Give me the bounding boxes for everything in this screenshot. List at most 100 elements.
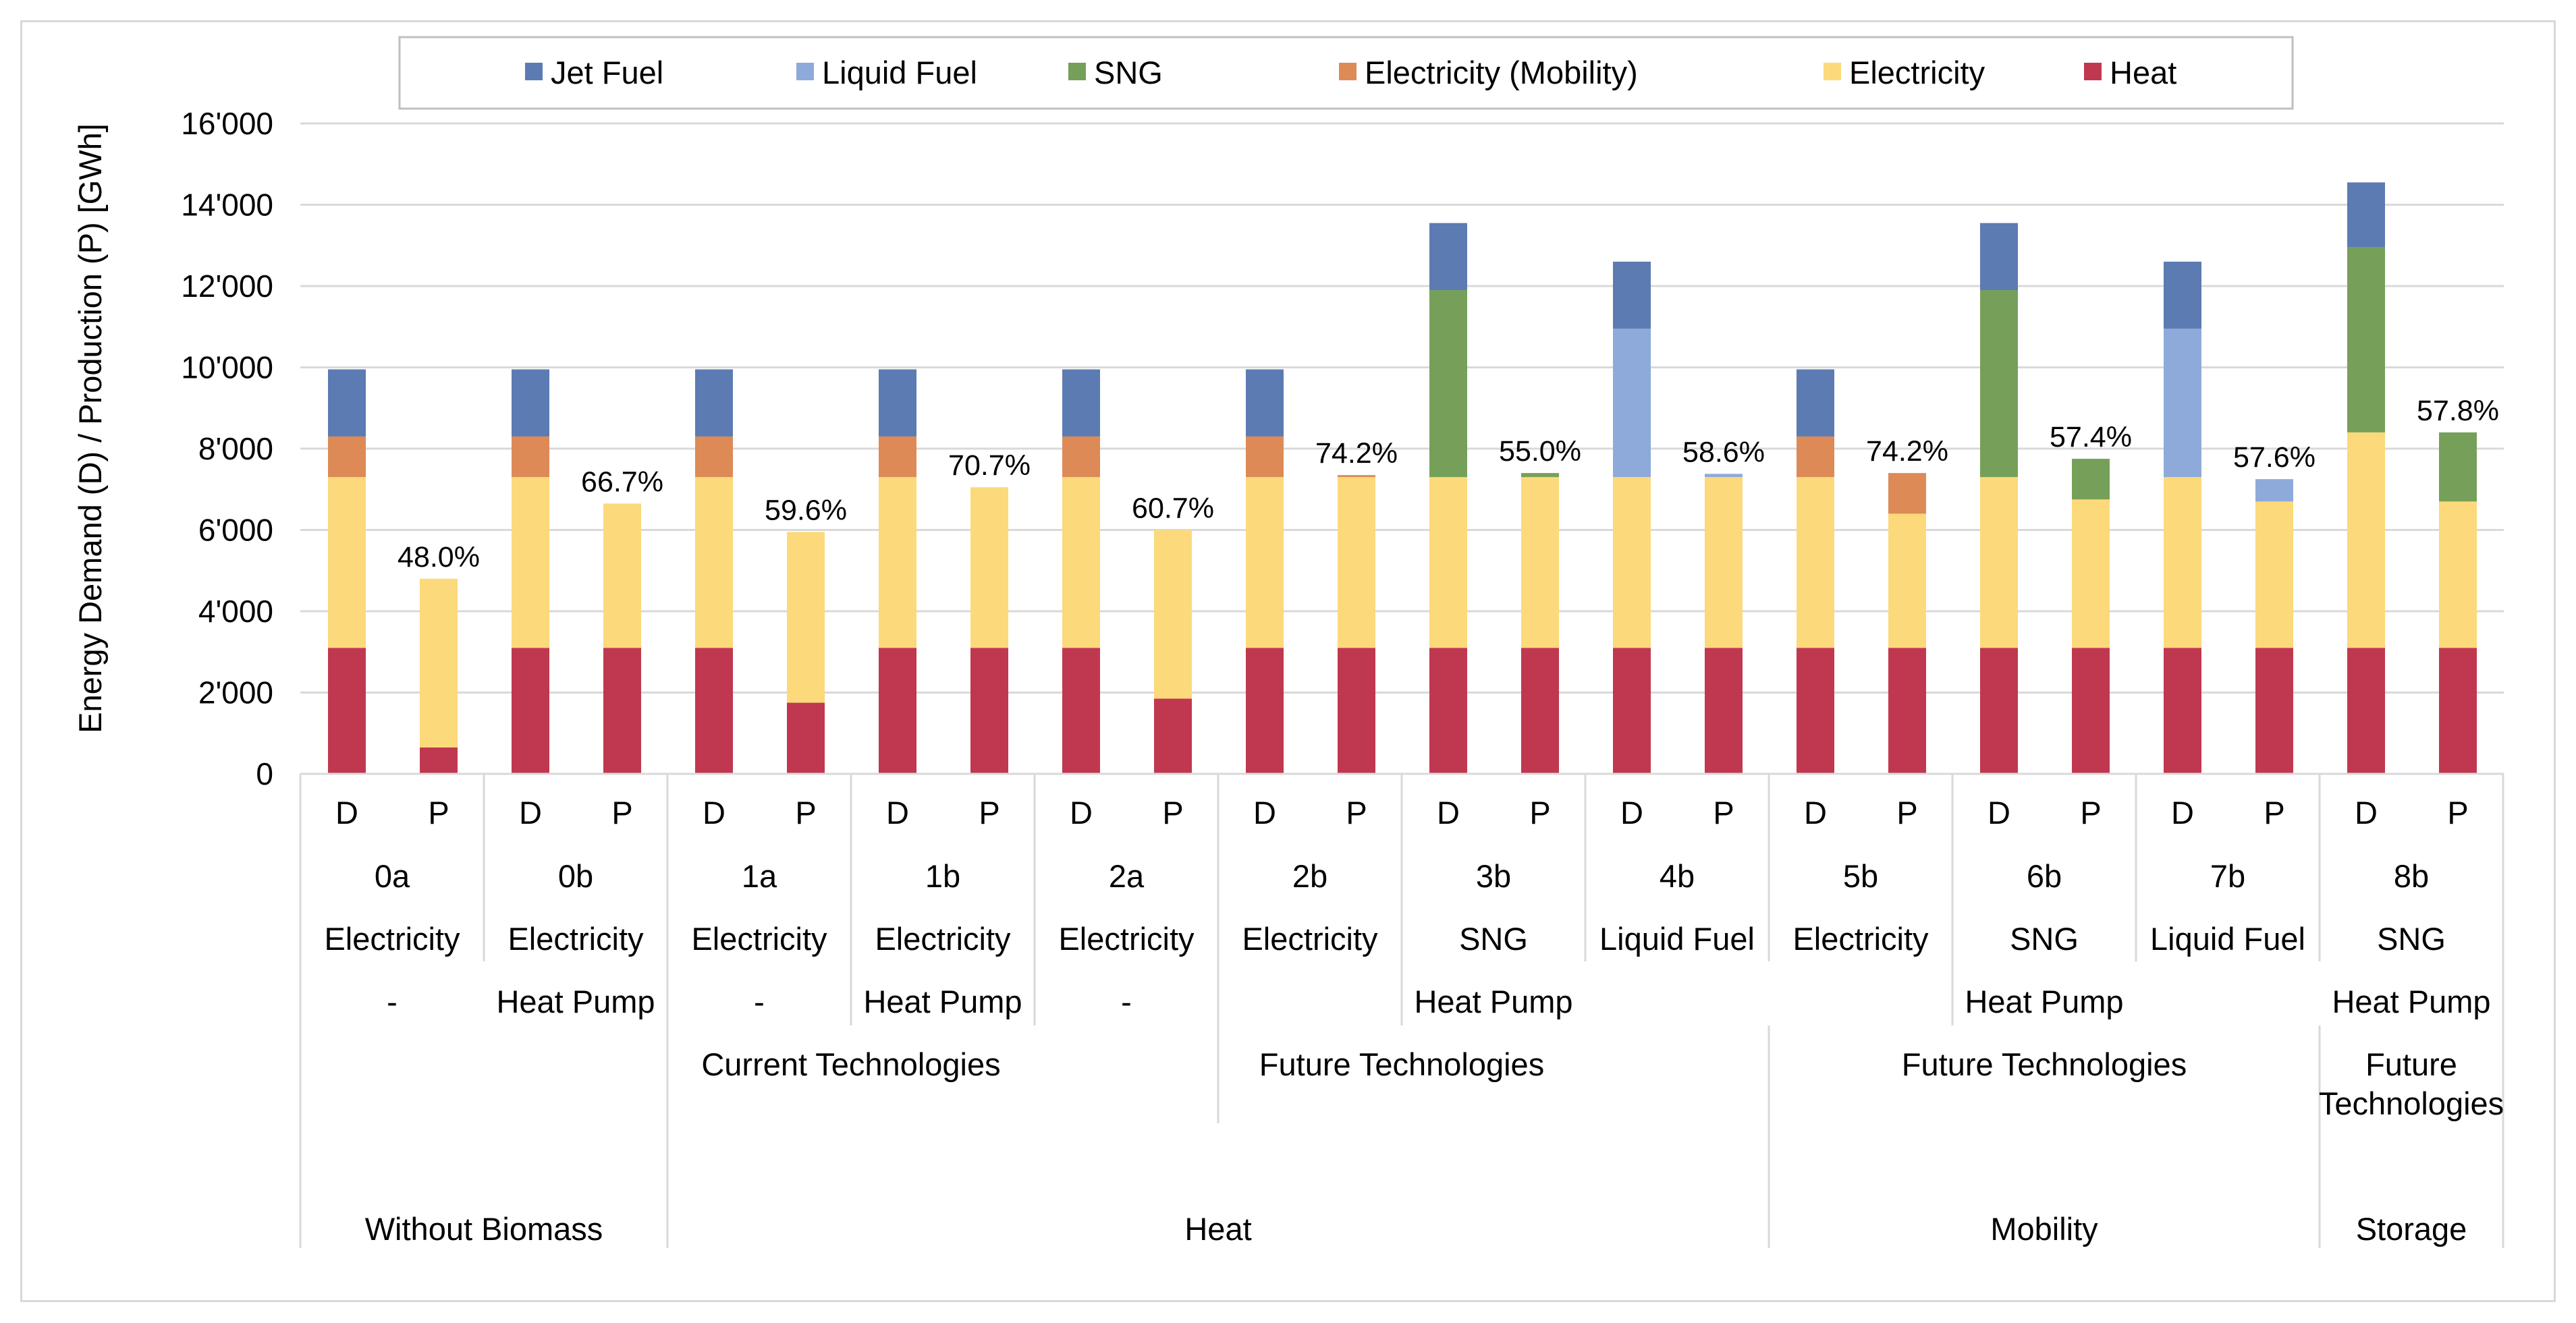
bar-5b-P-electricity [1888, 513, 1926, 648]
bar-2b-P-heat [1338, 648, 1375, 774]
y-tick-label: 6'000 [198, 513, 273, 548]
y-tick-label: 2'000 [198, 675, 273, 710]
bar-2b-P-electricity [1338, 477, 1375, 648]
legend-swatch [2084, 63, 2102, 80]
fuel-label: Liquid Fuel [1599, 921, 1755, 957]
percent-label: 70.7% [948, 449, 1031, 482]
bar-2b-D-jet-fuel [1246, 369, 1284, 437]
bar-0a-D-jet-fuel [328, 369, 366, 437]
scenario-id-label: 1b [925, 858, 960, 894]
scenario-id-label: 3b [1476, 858, 1511, 894]
bar-1a-D-electricity [695, 477, 733, 648]
scenario-id-label: 5b [1843, 858, 1878, 894]
bar-7b-D-jet-fuel [2164, 261, 2201, 329]
bar-2a-D-electricity [1062, 477, 1100, 648]
fuel-label: Electricity [508, 921, 644, 957]
y-tick-label: 8'000 [198, 431, 273, 466]
bar-3b-P-sng [1521, 473, 1559, 478]
bar-2b-D-electricity [1246, 477, 1284, 648]
category-label: Heat [1184, 1211, 1251, 1247]
bar-1a-P-heat [787, 702, 825, 774]
bar-1a-D-electricity-mobility- [695, 436, 733, 478]
bar-0b-D-jet-fuel [512, 369, 549, 437]
scenario-id-label: 2b [1292, 858, 1327, 894]
y-tick-label: 4'000 [198, 594, 273, 629]
bar-4b-P-heat [1705, 648, 1743, 774]
bar-kind-label: P [1346, 795, 1367, 831]
bar-7b-P-electricity [2255, 501, 2293, 648]
bar-0b-P-electricity [603, 503, 641, 648]
scenario-id-label: 6b [2027, 858, 2062, 894]
percent-label: 74.2% [1866, 435, 1948, 468]
bar-kind-label: P [1529, 795, 1550, 831]
bar-1b-D-electricity-mobility- [879, 436, 916, 478]
bar-3b-D-heat [1429, 648, 1467, 774]
bar-0b-D-electricity-mobility- [512, 436, 549, 478]
bar-kind-label: P [428, 795, 449, 831]
y-tick-label: 10'000 [181, 350, 273, 385]
bar-kind-label: P [2264, 795, 2284, 831]
bar-8b-P-heat [2439, 648, 2477, 774]
bar-2b-D-electricity-mobility- [1246, 436, 1284, 478]
bar-kind-label: D [703, 795, 725, 831]
percent-label: 59.6% [765, 495, 847, 527]
bar-5b-D-jet-fuel [1797, 369, 1834, 437]
bar-8b-D-sng [2347, 247, 2385, 432]
bar-kind-label: D [1988, 795, 2010, 831]
technology-label: Future [2365, 1046, 2457, 1082]
bar-4b-P-liquid-fuel [1705, 474, 1743, 478]
legend: Jet Fuel Liquid Fuel SNG Electricity (Mobil… [398, 36, 2294, 110]
bar-0b-D-heat [512, 648, 549, 774]
bar-1b-D-heat [879, 648, 916, 774]
bar-kind-label: P [979, 795, 999, 831]
bar-kind-label: D [1620, 795, 1643, 831]
category-label: Mobility [1990, 1211, 2098, 1247]
y-tick-label: 14'000 [181, 188, 273, 223]
bar-0a-P-electricity [420, 578, 458, 748]
bar-kind-label: P [1713, 795, 1734, 831]
bar-6b-P-electricity [2072, 499, 2110, 648]
bar-kind-label: D [886, 795, 909, 831]
legend-swatch [525, 63, 543, 80]
bar-1a-D-jet-fuel [695, 369, 733, 437]
bar-3b-P-heat [1521, 648, 1559, 774]
bar-6b-P-sng [2072, 459, 2110, 500]
legend-swatch [1824, 63, 1841, 80]
bar-7b-D-liquid-fuel [2164, 329, 2201, 478]
percent-label: 66.7% [581, 466, 663, 498]
bar-7b-P-heat [2255, 648, 2293, 774]
bar-1a-D-heat [695, 648, 733, 774]
bar-7b-P-liquid-fuel [2255, 479, 2293, 502]
bar-6b-D-sng [1980, 290, 2018, 478]
bar-5b-D-electricity-mobility- [1797, 436, 1834, 478]
legend-swatch [1339, 63, 1356, 80]
bar-kind-label: D [335, 795, 358, 831]
bar-kind-label: P [1162, 795, 1183, 831]
bar-1b-D-electricity [879, 477, 916, 648]
bar-1b-P-electricity [970, 487, 1008, 648]
bar-7b-D-heat [2164, 648, 2201, 774]
x-axis-categories: D P 0a Electricity D P 0b Electricity D P 1a Electr… [299, 772, 2504, 1248]
fuel-label: Liquid Fuel [2150, 921, 2305, 957]
bar-0a-D-electricity [328, 477, 366, 648]
legend-label: SNG [1094, 55, 1163, 90]
bar-kind-label: D [1070, 795, 1093, 831]
bar-6b-D-electricity [1980, 477, 2018, 648]
bar-kind-label: D [2355, 795, 2378, 831]
bar-3b-D-jet-fuel [1429, 223, 1467, 291]
legend-label: Heat [2110, 55, 2176, 90]
technology-label: Future Technologies [1902, 1046, 2187, 1082]
bar-0a-D-electricity-mobility- [328, 436, 366, 478]
fuel-label: Electricity [875, 921, 1011, 957]
bar-2a-P-electricity [1154, 530, 1192, 699]
bar-kind-label: D [519, 795, 542, 831]
legend-label: Liquid Fuel [822, 55, 977, 90]
heat-technology-label: Heat Pump [863, 984, 1022, 1019]
bar-3b-P-electricity [1521, 477, 1559, 648]
percent-label: 74.2% [1315, 437, 1398, 470]
percent-label: 57.8% [2417, 395, 2499, 427]
bar-8b-D-jet-fuel [2347, 182, 2385, 248]
percent-labels: 48.0% 66.7% 59.6% 70.7% 60.7% 74.2% 55.0% 58.6%… [398, 395, 2499, 573]
bar-0a-D-heat [328, 648, 366, 774]
